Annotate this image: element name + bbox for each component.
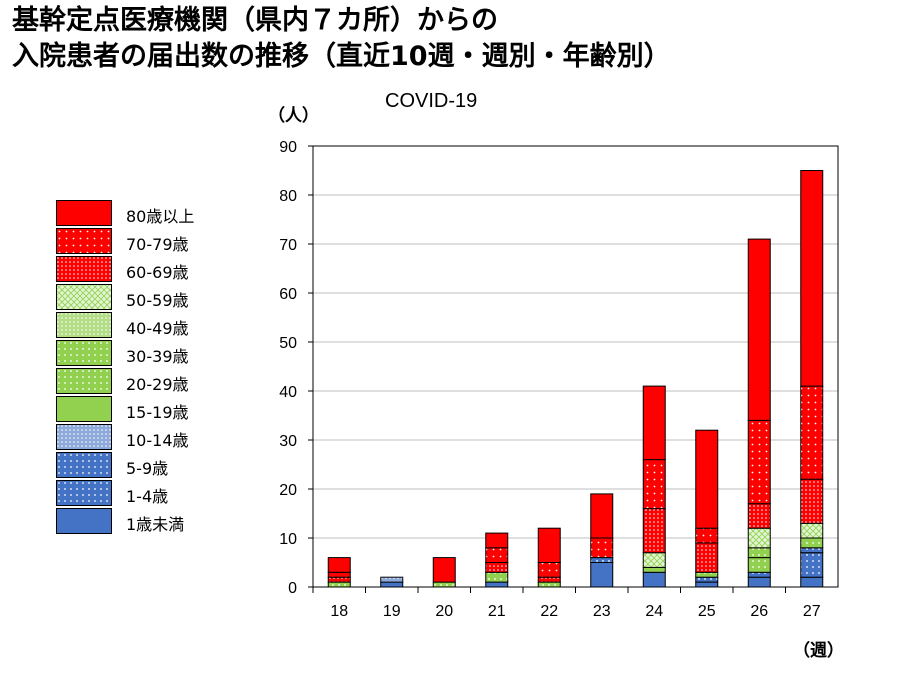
bar-segment [537,581,561,588]
bar-segment [747,557,771,573]
bar-segment [380,581,404,588]
bar-segment [642,552,666,568]
y-tick-label: 30 [279,433,297,450]
bar-segment [590,562,614,588]
bar-segment [695,576,719,583]
legend-swatch [56,284,112,310]
x-tick-label: 23 [593,603,611,620]
bar-segment [432,581,456,588]
bar-segment [695,571,719,578]
bar-segment [485,571,509,583]
y-tick-label: 40 [279,384,297,401]
y-tick-label: 90 [279,139,297,156]
bar-segment [800,170,824,387]
bar-segment [380,576,404,583]
legend-swatch [56,508,112,534]
legend-swatch [56,452,112,478]
legend-label: 20-29歳 [126,375,189,394]
bar-segment [747,238,771,421]
bar-segment [642,566,666,573]
legend-label: 1歳未満 [126,515,185,534]
bar-segment [485,547,509,563]
bar-segment [327,557,351,573]
bar-segment [537,576,561,583]
legend-swatch [56,200,112,226]
bar-segment [327,576,351,583]
bar-segment [747,571,771,578]
y-tick-label: 70 [279,237,297,254]
bar-segment [485,532,509,549]
bar-segment [695,429,719,529]
bar-segment [537,527,561,564]
chart-subtitle: COVID-19 [385,90,478,112]
legend-swatch [56,256,112,282]
legend-swatch [56,340,112,366]
bar-segment [747,576,771,588]
legend-label: 15-19歳 [126,403,189,422]
x-tick-label: 19 [383,603,401,620]
legend-label: 60-69歳 [126,263,189,282]
legend-label: 5-9歳 [126,459,169,478]
bar-segment [800,522,824,539]
bar-segment [642,571,666,588]
legend-swatch [56,368,112,394]
bar-segment [642,459,666,510]
bar-segment [747,503,771,529]
bar-segment [590,493,614,539]
bar-segment [642,508,666,554]
bar-segment [800,478,824,524]
bar-segment [432,557,456,583]
y-tick-label: 50 [279,335,297,352]
x-tick-label: 25 [698,603,716,620]
y-axis-unit: （人） [268,106,319,126]
legend-swatch [56,312,112,338]
x-tick-label: 21 [488,603,506,620]
bar-segment [747,527,771,549]
bar-segment [327,571,351,578]
bar-segment [800,547,824,554]
bar-segment [695,542,719,573]
legend-swatch [56,228,112,254]
bar-segment [327,581,351,588]
legend-label: 30-39歳 [126,347,189,366]
legend-label: 10-14歳 [126,431,189,450]
bar-segment [642,385,666,461]
legend-label: 50-59歳 [126,291,189,310]
legend-swatch [56,396,112,422]
bar-segment [747,419,771,505]
y-tick-label: 60 [279,286,297,303]
x-tick-label: 18 [330,603,348,620]
legend-swatch [56,424,112,450]
bar-segment [800,576,824,588]
y-tick-label: 10 [279,531,297,548]
bar-segment [590,557,614,563]
x-tick-label: 20 [435,603,453,620]
chart-title-line2: 入院患者の届出数の推移（直近10週・週別・年齢別） [12,41,671,72]
bar-segment [800,552,824,578]
x-tick-label: 22 [540,603,558,620]
x-tick-label: 26 [750,603,768,620]
bar-segment [695,581,719,588]
x-axis-unit: （週） [793,641,844,661]
legend-label: 80歳以上 [126,207,195,226]
chart-title-line1: 基幹定点医療機関（県内７カ所）からの [12,5,498,36]
x-tick-label: 24 [645,603,663,620]
legend-label: 40-49歳 [126,319,189,338]
legend-swatch [56,480,112,506]
bar-segment [485,581,509,588]
y-tick-label: 20 [279,482,297,499]
bar-segment [800,537,824,549]
x-tick-label: 27 [803,603,821,620]
bar-segment [747,547,771,559]
y-tick-label: 0 [288,580,297,597]
legend-label: 70-79歳 [126,235,189,254]
bar-segment [485,562,509,573]
bar-segment [537,562,561,578]
bar-segment [695,527,719,544]
bar-segment [800,385,824,480]
bar-segment [590,537,614,559]
legend-label: 1-4歳 [126,487,169,506]
y-tick-label: 80 [279,188,297,205]
